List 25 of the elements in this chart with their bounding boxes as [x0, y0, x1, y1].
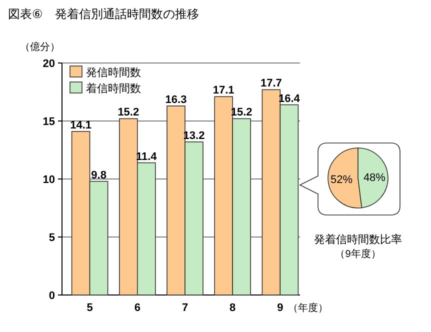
x-tick-label: 7: [182, 302, 188, 314]
data-label: 17.7: [260, 78, 282, 90]
y-axis-title: （億分）: [20, 41, 60, 53]
data-label: 16.3: [165, 94, 187, 106]
legend-label: 発信時間数: [86, 66, 141, 79]
y-tick-label: 0: [48, 290, 55, 302]
data-label: 17.1: [212, 84, 234, 97]
x-tick-label: 6: [134, 302, 140, 314]
y-tick-label: 5: [48, 232, 55, 244]
x-tick-label: 9: [277, 302, 284, 314]
data-label: 52%: [330, 174, 353, 186]
y-tick-label: 20: [42, 58, 55, 70]
text: （9年度）: [335, 248, 381, 260]
y-tick-label: 10: [42, 174, 55, 186]
data-label: 48%: [363, 172, 386, 184]
data-label: 9.8: [91, 169, 106, 182]
data-label: 15.2: [118, 106, 140, 119]
legend-label: 着信時間数: [86, 82, 141, 95]
text: 発着信時間数比率: [314, 233, 402, 246]
x-tick-label: 8: [230, 302, 236, 314]
x-axis-title: （年度）: [288, 302, 328, 314]
chart-title: 図表⑥ 発着信別通話時間数の推移: [8, 7, 199, 21]
y-tick-label: 15: [42, 116, 55, 128]
data-label: 14.1: [70, 119, 92, 132]
x-tick-label: 5: [86, 302, 93, 314]
